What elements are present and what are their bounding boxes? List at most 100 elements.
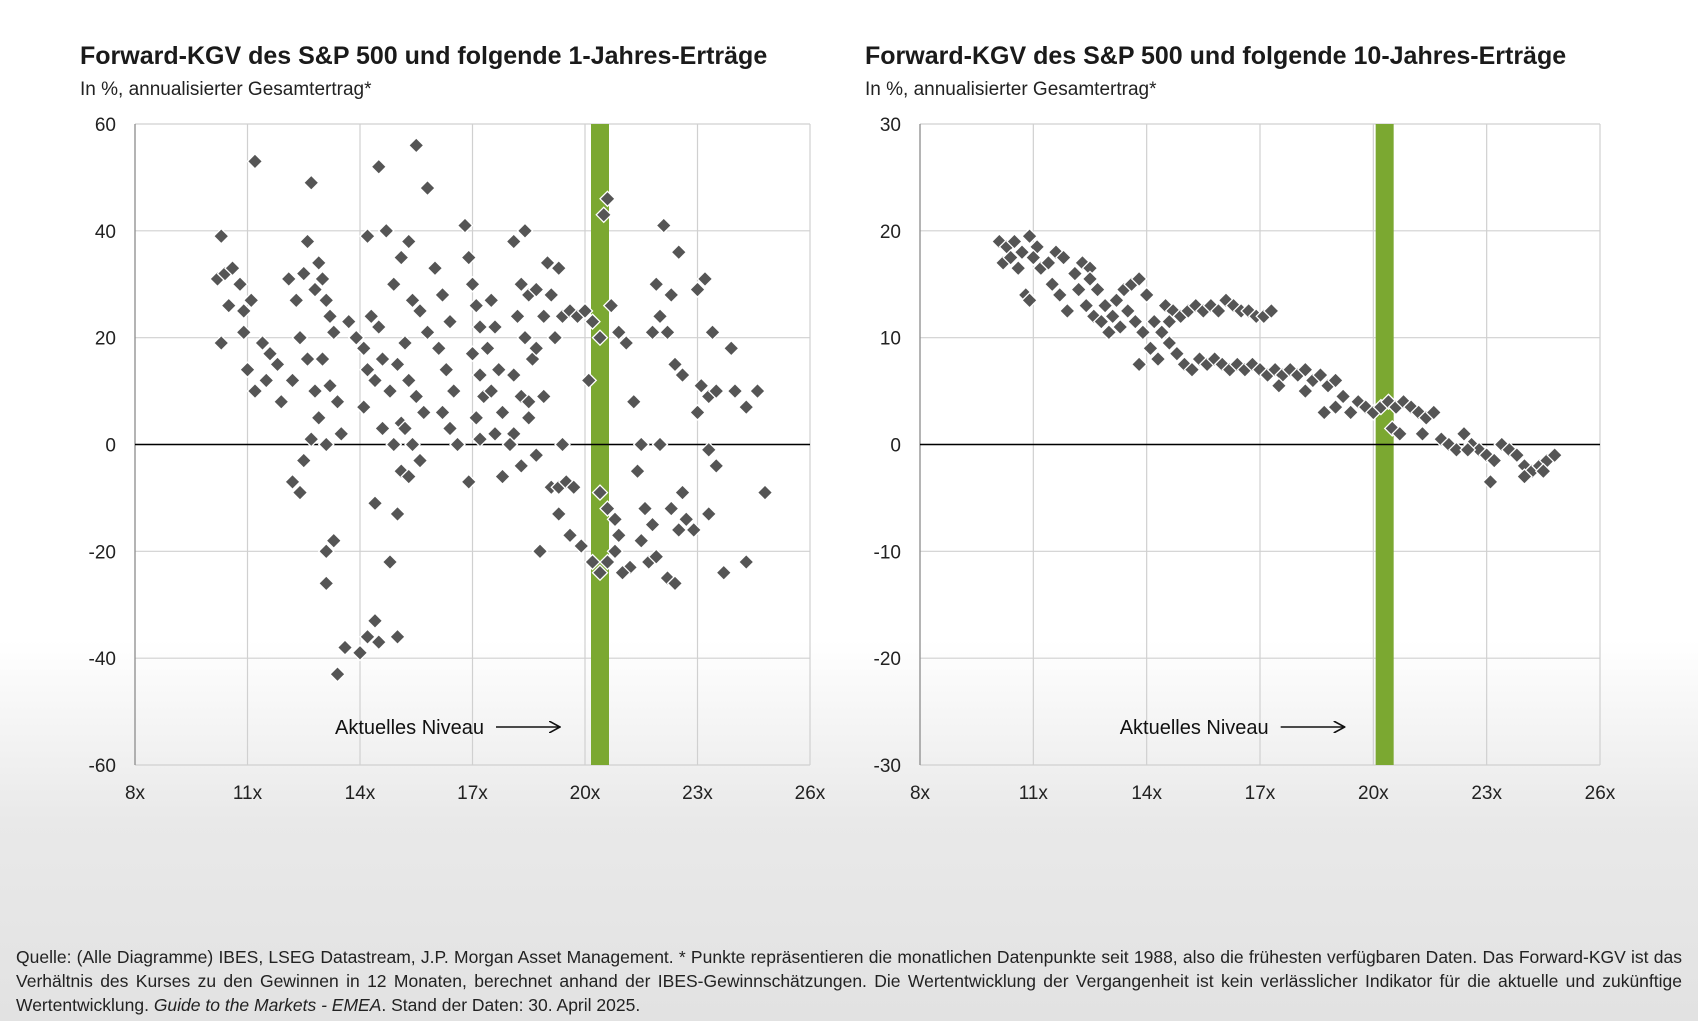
data-point bbox=[246, 152, 264, 170]
data-point bbox=[737, 398, 755, 416]
data-point bbox=[287, 291, 305, 309]
chart-panel-10y: 8x 11x 14x 17x 20x 23x 26x 30 20 10 0 -10 -20 -30 Aktu… bbox=[874, 115, 1616, 804]
data-point bbox=[1225, 297, 1242, 315]
data-point bbox=[677, 510, 695, 528]
data-point bbox=[1546, 446, 1564, 464]
data-point bbox=[257, 371, 275, 389]
data-point bbox=[381, 553, 399, 571]
data-point bbox=[1357, 398, 1375, 416]
data-point bbox=[662, 286, 680, 304]
x-tick-label: 8x bbox=[910, 783, 931, 804]
data-point bbox=[389, 505, 406, 523]
data-point bbox=[659, 569, 676, 587]
data-point bbox=[467, 297, 485, 315]
data-point bbox=[636, 500, 654, 518]
data-point bbox=[700, 505, 718, 523]
data-point bbox=[366, 494, 384, 512]
data-point bbox=[306, 382, 324, 400]
data-point bbox=[561, 526, 579, 544]
data-point bbox=[284, 473, 301, 491]
data-point bbox=[647, 275, 665, 293]
data-point bbox=[1251, 361, 1269, 379]
data-point bbox=[1327, 398, 1344, 416]
data-point bbox=[1051, 286, 1069, 304]
source-footnote: Quelle: (Alle Diagramme) IBES, LSEG Data… bbox=[16, 945, 1682, 1017]
data-point bbox=[580, 371, 598, 389]
data-point bbox=[291, 329, 309, 347]
data-point bbox=[362, 307, 380, 325]
data-point bbox=[389, 628, 406, 646]
data-point bbox=[400, 233, 418, 250]
y-tick-label: 0 bbox=[890, 436, 901, 457]
y-tick-label: -20 bbox=[874, 649, 901, 670]
data-point bbox=[1448, 441, 1465, 459]
data-point bbox=[415, 404, 433, 421]
data-point bbox=[464, 345, 481, 363]
data-point bbox=[651, 307, 669, 325]
data-point bbox=[1130, 270, 1148, 288]
data-point bbox=[1459, 441, 1477, 459]
data-point bbox=[220, 297, 238, 315]
data-point bbox=[239, 361, 256, 379]
data-point bbox=[235, 323, 253, 341]
data-point bbox=[1104, 307, 1122, 325]
data-point bbox=[546, 329, 564, 347]
data-point bbox=[494, 468, 511, 485]
x-tick-label: 8x bbox=[125, 783, 146, 804]
y-tick-label: -40 bbox=[89, 649, 116, 670]
data-point bbox=[644, 323, 661, 341]
data-point bbox=[1013, 243, 1031, 261]
x-tick-label: 14x bbox=[345, 783, 376, 804]
data-point bbox=[591, 329, 609, 347]
data-point bbox=[565, 478, 583, 496]
data-point bbox=[505, 366, 523, 384]
data-point bbox=[400, 468, 418, 485]
data-point bbox=[445, 382, 463, 400]
data-point bbox=[404, 436, 421, 453]
data-point bbox=[1002, 249, 1020, 266]
data-point bbox=[261, 345, 279, 363]
data-point bbox=[374, 420, 391, 437]
data-point bbox=[539, 254, 556, 272]
data-point bbox=[1024, 249, 1042, 266]
data-point bbox=[700, 441, 718, 459]
data-point bbox=[212, 334, 230, 352]
data-point bbox=[407, 388, 425, 405]
data-point bbox=[434, 404, 451, 421]
data-point bbox=[1009, 259, 1027, 277]
data-point bbox=[1534, 462, 1552, 480]
data-point bbox=[554, 436, 571, 453]
data-point bbox=[670, 243, 688, 261]
data-point bbox=[1145, 313, 1163, 331]
data-point bbox=[659, 323, 676, 341]
data-point bbox=[1327, 371, 1344, 389]
data-point bbox=[531, 542, 549, 560]
data-point bbox=[1021, 227, 1038, 245]
data-point bbox=[1058, 302, 1076, 320]
data-point bbox=[1516, 468, 1533, 485]
data-point bbox=[242, 291, 260, 309]
data-point bbox=[516, 329, 534, 347]
data-point bbox=[1210, 302, 1227, 320]
data-point bbox=[269, 355, 286, 373]
data-point bbox=[1270, 377, 1288, 395]
data-point bbox=[317, 436, 335, 453]
data-point bbox=[584, 313, 601, 331]
data-point bbox=[359, 628, 376, 646]
footnote-guide-title: Guide to the Markets - EMEA bbox=[153, 995, 382, 1015]
x-tick-label: 23x bbox=[1471, 783, 1502, 804]
chart-subtitle-1y: In %, annualisierter Gesamtertrag* bbox=[80, 79, 372, 100]
data-point bbox=[366, 371, 384, 389]
data-point bbox=[505, 233, 523, 250]
y-tick-label: -20 bbox=[89, 542, 116, 563]
data-point bbox=[1202, 297, 1220, 315]
data-point bbox=[1070, 281, 1088, 299]
data-point bbox=[1006, 233, 1023, 250]
data-point bbox=[392, 249, 410, 266]
y-tick-label: 10 bbox=[880, 329, 901, 350]
data-point bbox=[486, 425, 504, 443]
data-point bbox=[302, 430, 320, 448]
data-point bbox=[419, 179, 436, 197]
data-point bbox=[317, 574, 335, 592]
data-point bbox=[321, 307, 339, 325]
